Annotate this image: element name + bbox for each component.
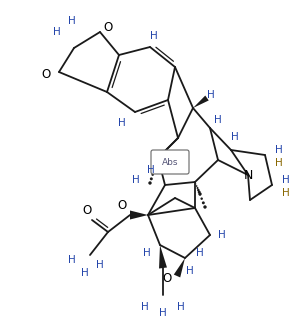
Text: H: H [53,27,61,37]
Circle shape [202,201,205,204]
Text: H: H [143,248,151,258]
Circle shape [203,205,207,209]
Circle shape [196,187,199,189]
Circle shape [148,181,152,185]
Text: H: H [159,308,167,318]
Text: H: H [218,230,226,240]
Text: H: H [282,188,290,198]
Polygon shape [193,96,209,108]
Text: N: N [243,168,253,181]
Polygon shape [159,245,167,269]
Circle shape [156,162,157,163]
Text: H: H [96,260,104,270]
Text: H: H [118,118,126,128]
Circle shape [196,186,197,187]
Text: H: H [207,90,215,100]
Text: O: O [117,198,126,211]
Text: H: H [177,302,185,312]
Text: O: O [103,20,113,33]
Polygon shape [174,258,185,278]
Text: H: H [196,248,204,258]
Circle shape [200,197,203,200]
Circle shape [197,189,200,191]
Text: H: H [231,132,239,142]
Circle shape [198,192,202,196]
Text: H: H [275,158,283,168]
Text: H: H [186,266,194,276]
Text: H: H [141,302,149,312]
Circle shape [150,177,153,180]
Text: H: H [68,255,76,265]
Circle shape [196,185,197,187]
Circle shape [154,166,156,167]
Circle shape [195,183,196,184]
Circle shape [198,190,199,191]
Circle shape [151,173,154,176]
Text: H: H [132,175,140,185]
Text: H: H [214,115,222,125]
Text: H: H [275,145,283,155]
Text: H: H [147,165,155,175]
Circle shape [199,193,201,195]
Text: Abs: Abs [162,158,178,167]
Text: O: O [41,67,51,80]
Circle shape [198,190,201,193]
Polygon shape [130,210,148,219]
Text: H: H [282,175,290,185]
Text: H: H [68,16,76,26]
Text: O: O [82,203,91,216]
Circle shape [153,169,155,171]
Text: H: H [81,268,89,278]
Text: O: O [162,272,172,285]
Text: H: H [150,31,158,41]
FancyBboxPatch shape [151,150,189,174]
